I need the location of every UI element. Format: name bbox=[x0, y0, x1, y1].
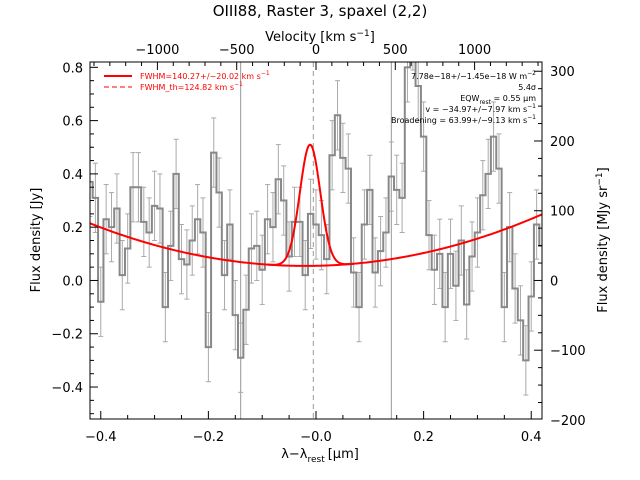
right-tick-label: 0 bbox=[550, 274, 558, 289]
annotation-broadening: Broadening = 63.99+/−9.13 km s−1 bbox=[391, 114, 536, 125]
y-tick-label: 0.8 bbox=[62, 61, 83, 76]
fit-annotations: 7.78e−18+/−1.45e−18 W m−2 5.4σ EQWrest =… bbox=[391, 70, 536, 125]
annotation-flux-main: 7.78e−18+/−1.45e−18 W m bbox=[411, 72, 527, 81]
annotation-flux: 7.78e−18+/−1.45e−18 W m−2 bbox=[411, 70, 536, 81]
axis-ticks: −0.4 −0.2 −0.0 0.2 0.4 −0.4 −0.2 0.0 0.2 0.4 0.6 0.… bbox=[51, 43, 585, 445]
plot-frame bbox=[89, 61, 543, 420]
legend: FWHM=140.27+/−20.02 km s−1 FWHM_th=124.8… bbox=[104, 70, 270, 92]
x-tick-label: 0.4 bbox=[521, 430, 542, 445]
continuum-fit-line bbox=[90, 213, 542, 267]
annotation-significance: 5.4σ bbox=[518, 83, 536, 92]
top-axis-label-main: Velocity [km s bbox=[265, 30, 357, 45]
top-axis-label-end: ] bbox=[370, 30, 375, 45]
y-axis-label: Flux density [Jy] bbox=[29, 188, 44, 293]
x-tick-label: −0.0 bbox=[300, 430, 332, 445]
y-tick-label: 0.4 bbox=[62, 168, 83, 183]
annotation-flux-sup: −2 bbox=[527, 70, 536, 77]
x-tick-label: 0.2 bbox=[413, 430, 434, 445]
legend-label-fwhm-th-sup: −1 bbox=[234, 81, 243, 88]
legend-label-fwhm-th: FWHM_th=124.82 km s−1 bbox=[140, 81, 243, 92]
annotation-broadening-sup: −1 bbox=[527, 114, 536, 121]
x-axis-label: λ−λrest [μm] bbox=[281, 447, 359, 465]
top-axis-label: Velocity [km s−1] bbox=[265, 29, 375, 45]
legend-label-fwhm-sup: −1 bbox=[261, 70, 270, 77]
annotation-eqw: EQWrest = 0.55 μm bbox=[460, 94, 536, 106]
right-tick-label: 300 bbox=[550, 65, 575, 80]
annotation-eqw-end: = 0.55 μm bbox=[491, 94, 536, 103]
legend-label-fwhm-main: FWHM=140.27+/−20.02 km s bbox=[140, 72, 261, 81]
plot-area bbox=[90, 62, 542, 419]
right-axis-label-end: ] bbox=[596, 167, 611, 172]
top-tick-label: 0 bbox=[312, 43, 320, 58]
annotation-eqw-main: EQW bbox=[460, 94, 479, 103]
top-tick-label: −500 bbox=[219, 43, 255, 58]
right-tick-label: 200 bbox=[550, 135, 575, 150]
line-fit-curve bbox=[267, 143, 354, 266]
y-tick-label: −0.2 bbox=[51, 328, 83, 343]
y-tick-label: 0.2 bbox=[62, 221, 83, 236]
right-tick-label: 100 bbox=[550, 205, 575, 220]
annotation-eqw-sub: rest bbox=[479, 99, 491, 106]
annotation-velocity: v = −34.97+/−7.97 km s−1 bbox=[425, 103, 536, 114]
y-tick-label: 0.0 bbox=[62, 274, 83, 289]
x-axis-label-unit: [μm] bbox=[328, 447, 359, 462]
x-tick-label: −0.4 bbox=[85, 430, 117, 445]
y-tick-label: 0.6 bbox=[62, 115, 83, 130]
annotation-broadening-main: Broadening = 63.99+/−9.13 km s bbox=[391, 116, 527, 125]
x-tick-label: −0.2 bbox=[193, 430, 225, 445]
x-axis-label-sub: rest bbox=[307, 455, 325, 465]
right-axis-label-sup: −1 bbox=[595, 172, 605, 185]
top-tick-label: 500 bbox=[383, 43, 408, 58]
right-axis-label: Flux density [MJy sr−1] bbox=[595, 167, 611, 312]
legend-label-fwhm: FWHM=140.27+/−20.02 km s−1 bbox=[140, 70, 270, 81]
top-axis-label-sup: −1 bbox=[356, 29, 369, 39]
annotation-velocity-main: v = −34.97+/−7.97 km s bbox=[425, 105, 527, 114]
top-tick-label: −1000 bbox=[135, 43, 179, 58]
top-tick-label: 1000 bbox=[458, 43, 491, 58]
annotation-velocity-sup: −1 bbox=[527, 103, 536, 110]
right-tick-label: −100 bbox=[550, 344, 586, 359]
spectrum-line bbox=[90, 62, 542, 362]
chart-title: OIII88, Raster 3, spaxel (2,2) bbox=[213, 2, 428, 20]
legend-label-fwhm-th-main: FWHM_th=124.82 km s bbox=[140, 83, 234, 92]
right-axis-label-main: Flux density [MJy sr bbox=[596, 185, 611, 313]
x-axis-label-main: λ−λ bbox=[281, 447, 308, 462]
y-tick-label: −0.4 bbox=[51, 381, 83, 396]
right-tick-label: −200 bbox=[550, 414, 586, 429]
